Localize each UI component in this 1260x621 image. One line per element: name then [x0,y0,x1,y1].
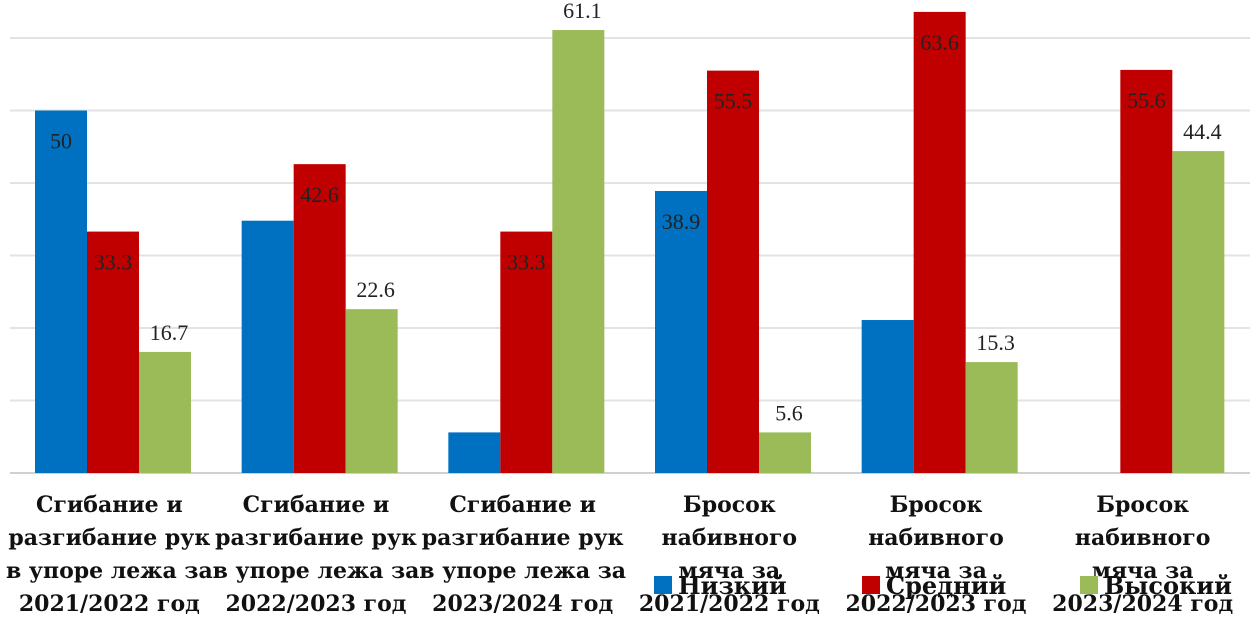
category-tick-label: 2022/2023 год [846,591,1027,617]
data-label: 44.4 [1183,119,1222,144]
data-label: 55.5 [714,89,753,114]
category-tick-label: мяча за [1092,558,1194,584]
bar-Низкий [861,320,914,473]
category-tick-label: мяча за [885,558,987,584]
category-tick-label: Сгибание и [36,492,183,518]
bar-Высокий [139,351,191,473]
category-tick-label: набивного [868,525,1004,551]
bar-Высокий [1172,151,1225,473]
category-tick-label: Бросок [683,492,776,518]
data-label: 15.3 [976,330,1015,355]
value-labels: 50 33.3 16.7 42.6 22.6 33.3 61.1 38.9 55.5 5.6 63.… [50,0,1222,425]
data-label: 63.6 [920,30,959,55]
data-label: 50 [50,129,72,154]
bar-Низкий [448,432,501,473]
bars [35,11,1225,474]
category-tick-label: набивного [662,525,798,551]
legend-label: Средний [886,571,1006,600]
category-tick-label: Бросок [890,492,983,518]
bar-Средний [500,231,553,473]
category-tick-label: разгибание рук [215,525,417,551]
category-tick-label: Сгибание и [243,492,390,518]
bar-Средний [1120,69,1173,474]
data-label: 33.3 [507,250,546,275]
data-label: 5.6 [775,400,803,425]
legend-label: Высокий [1104,571,1232,600]
data-label: 61.1 [563,0,602,23]
category-tick-label: 2023/2024 год [432,591,613,617]
bar-Низкий [655,190,707,473]
category-tick-label: в упоре лежа за [419,558,626,584]
category-tick-label: мяча за [678,558,780,584]
bar-Низкий [35,110,87,473]
category-tick-label: 2021/2022 год [19,591,200,617]
data-label: 42.6 [300,182,339,207]
legend-swatch [654,576,672,594]
category-tick-label: Бросок [1096,492,1189,518]
bar-Высокий [552,30,605,474]
bar-Высокий [345,309,398,473]
category-tick-label: 2022/2023 год [226,591,407,617]
category-tick-label: 2023/2024 год [1052,591,1233,617]
legend-label: Низкий [678,571,787,600]
bar-Средний [707,70,759,473]
bar-Высокий [759,432,811,473]
category-tick-label: в упоре лежа за [6,558,213,584]
data-label: 38.9 [662,209,701,234]
gridlines [10,37,1250,474]
bar-Средний [913,11,966,474]
legend-swatch [1080,576,1098,594]
legend-swatch [862,576,880,594]
data-label: 33.3 [94,250,133,275]
category-tick-label: Сгибание и [449,492,596,518]
data-label: 55.6 [1127,88,1166,113]
category-tick-label: 2021/2022 год [639,591,820,617]
category-tick-label: в упоре лежа за [213,558,420,584]
bar-Средний [293,164,346,473]
category-tick-label: набивного [1075,525,1211,551]
category-tick-label: разгибание рук [8,525,210,551]
data-label: 16.7 [150,320,189,345]
bar-Высокий [965,362,1018,473]
category-tick-label: разгибание рук [422,525,624,551]
data-label: 22.6 [356,277,395,302]
legend: Низкий Средний Высокий [654,571,1232,600]
bar-Средний [87,231,139,473]
bar-Низкий [241,220,294,473]
